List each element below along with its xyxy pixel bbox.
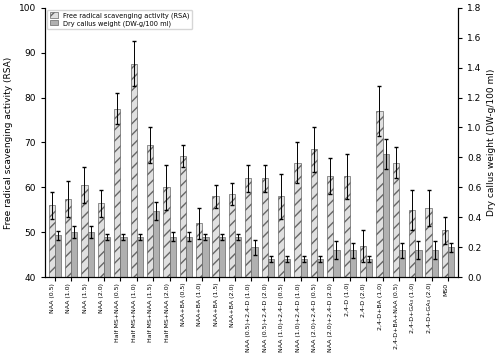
Legend: Free radical scavenging activity (RSA), Dry callus weight (DW-g/100 ml): Free radical scavenging activity (RSA), … (47, 10, 192, 29)
Bar (82, 185, 87, 356)
Bar (137, 237, 143, 277)
Bar (252, 247, 258, 277)
Bar (147, 145, 153, 356)
Bar (186, 237, 192, 277)
Bar (409, 210, 416, 356)
Bar (71, 232, 78, 277)
Bar (196, 223, 202, 356)
Bar (344, 176, 349, 356)
Bar (212, 197, 218, 356)
Bar (334, 250, 340, 277)
Bar (426, 208, 432, 356)
Bar (229, 194, 235, 356)
Bar (120, 237, 126, 277)
Bar (432, 250, 438, 277)
Bar (310, 149, 317, 356)
Bar (382, 155, 388, 277)
Bar (442, 230, 448, 356)
Bar (284, 259, 290, 277)
Bar (114, 109, 120, 356)
Bar (65, 199, 71, 356)
Bar (48, 205, 55, 356)
Bar (360, 246, 366, 356)
Bar (399, 250, 405, 277)
Bar (317, 259, 323, 277)
Bar (294, 163, 300, 356)
Bar (55, 235, 61, 277)
Bar (262, 178, 268, 356)
Bar (235, 237, 242, 277)
Bar (448, 247, 454, 277)
Bar (218, 237, 225, 277)
Bar (153, 211, 160, 277)
Bar (164, 187, 170, 356)
Bar (180, 156, 186, 356)
Bar (130, 64, 137, 356)
Y-axis label: Dry callus weight (DW-g/100 ml): Dry callus weight (DW-g/100 ml) (487, 69, 496, 216)
Bar (268, 259, 274, 277)
Bar (416, 250, 422, 277)
Bar (245, 178, 252, 356)
Bar (170, 237, 175, 277)
Y-axis label: Free radical scavenging activity (RSA): Free radical scavenging activity (RSA) (4, 56, 13, 229)
Bar (278, 197, 284, 356)
Bar (104, 237, 110, 277)
Bar (300, 259, 307, 277)
Bar (98, 203, 104, 356)
Bar (202, 237, 208, 277)
Bar (88, 232, 94, 277)
Bar (350, 250, 356, 277)
Bar (376, 111, 382, 356)
Bar (327, 176, 334, 356)
Bar (392, 163, 399, 356)
Bar (366, 259, 372, 277)
